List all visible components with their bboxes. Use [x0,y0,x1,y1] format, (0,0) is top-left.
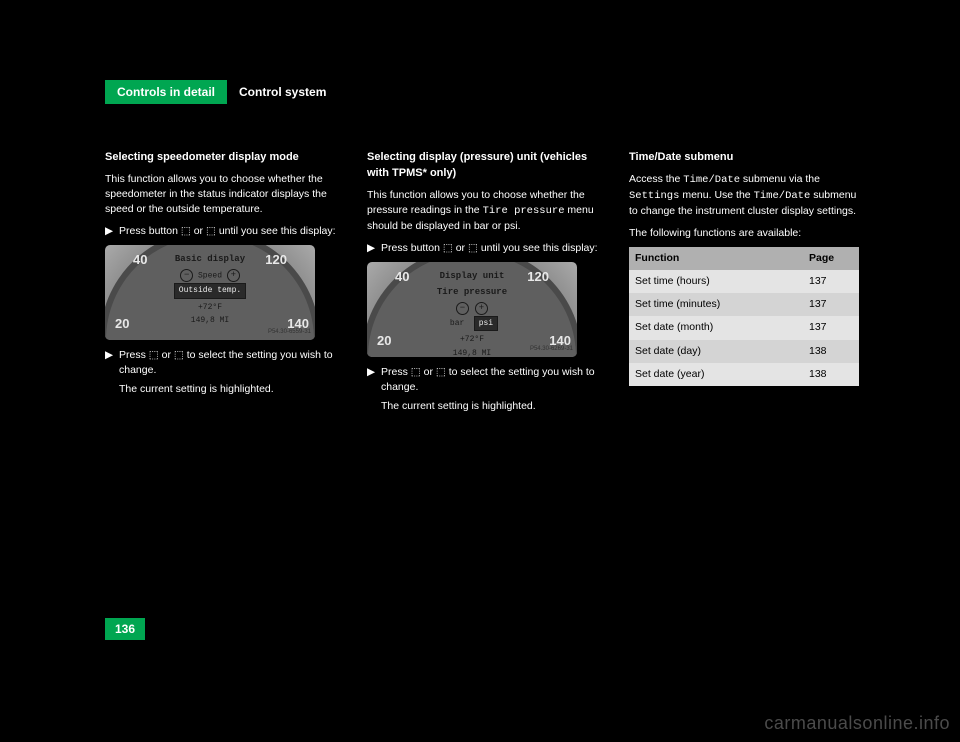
plus-icon: + [475,302,488,315]
col1-bullet-2: ▶ Press ⬚ or ⬚ to select the setting you… [105,348,340,378]
col3-p2: The following functions are available: [629,226,864,241]
page-title: Control system [227,80,338,104]
button-glyph: ⬚ [206,225,216,237]
image-code: P54.30-6269-31 [530,345,573,354]
bullet-text: Press ⬚ or ⬚ to select the setting you w… [119,348,340,378]
button-glyph: ⬚ [443,242,453,254]
gauge-screen: Display unit Tire pressure − + bar psi +… [417,270,527,357]
col2-bullet-2: ▶ Press ⬚ or ⬚ to select the setting you… [367,365,602,395]
tick-120: 120 [527,268,549,287]
unit-bar: bar [446,317,468,331]
screen-title2: Tire pressure [417,286,527,299]
col2-bullet-1: ▶ Press button ⬚ or ⬚ until you see this… [367,241,602,256]
gauge-illustration-1: 20 40 120 140 Basic display − Speed + Ou… [105,245,315,340]
plus-icon: + [227,269,240,282]
button-glyph: ⬚ [411,366,421,378]
functions-table: Function Page Set time (hours)137 Set ti… [629,247,859,386]
unit-labels: bar psi [417,315,527,333]
bullet-text: Press ⬚ or ⬚ to select the setting you w… [381,365,602,395]
gauge-screen: Basic display − Speed + Outside temp. +7… [155,253,265,327]
image-code: P54.30-6559-31 [268,328,311,337]
th-function: Function [629,247,803,270]
gauge-illustration-2: 20 40 120 140 Display unit Tire pressure… [367,262,577,357]
table-row: Set date (year)138 [629,363,859,386]
or-text: or [194,225,203,237]
bullet-icon: ▶ [367,365,381,395]
watermark: carmanualsonline.info [764,713,950,734]
button-glyph: ⬚ [181,225,191,237]
bullet-icon: ▶ [367,241,381,256]
screen-miles: 149,8 MI [417,348,527,357]
bullet-icon: ▶ [105,224,119,239]
table-row: Set time (minutes)137 [629,293,859,316]
col2-subhead: Selecting display (pressure) unit (vehic… [367,150,602,182]
col1-p2: The current setting is highlighted. [119,382,340,397]
screen-highlight: Outside temp. [174,283,246,299]
tick-40: 40 [395,268,409,287]
bullet-icon: ▶ [105,348,119,378]
section-label: Controls in detail [105,80,227,104]
column-2: Selecting display (pressure) unit (vehic… [367,150,602,420]
button-glyph: ⬚ [436,366,446,378]
screen-title1: Display unit [417,270,527,283]
button-glyph: ⬚ [468,242,478,254]
th-page: Page [803,247,859,270]
screen-temp: +72°F [155,302,265,314]
tick-20: 20 [377,332,391,351]
table-header-row: Function Page [629,247,859,270]
column-3: Time/Date submenu Access the Time/Date s… [629,150,864,386]
minus-icon: − [456,302,469,315]
col2-p1: This function allows you to choose wheth… [367,188,602,235]
tick-120: 120 [265,251,287,270]
screen-line1: − Speed + [155,269,265,282]
screen-temp: +72°F [417,334,527,346]
page-number: 136 [105,618,145,640]
bullet-text: Press button ⬚ or ⬚ until you see this d… [119,224,336,239]
unit-row: − + [417,302,527,315]
bullet-text: Press button ⬚ or ⬚ until you see this d… [381,241,598,256]
table-row: Set date (month)137 [629,316,859,339]
button-glyph: ⬚ [149,349,159,361]
col3-subhead: Time/Date submenu [629,150,864,166]
table-row: Set date (day)138 [629,340,859,363]
or-text: or [456,242,465,254]
or-text: or [162,349,171,361]
col3-p1: Access the Time/Date submenu via the Set… [629,172,864,220]
table-row: Set time (hours)137 [629,270,859,293]
screen-miles: 149,8 MI [155,315,265,327]
screen-title: Basic display [155,253,265,266]
col1-subhead: Selecting speedometer display mode [105,150,340,166]
manual-page: Controls in detail Control system Select… [105,80,865,640]
minus-icon: − [180,269,193,282]
page-header: Controls in detail Control system [105,80,338,104]
col2-p2: The current setting is highlighted. [381,399,602,414]
or-text: or [424,366,433,378]
column-1: Selecting speedometer display mode This … [105,150,340,403]
button-glyph: ⬚ [174,349,184,361]
col1-bullet-1: ▶ Press button ⬚ or ⬚ until you see this… [105,224,340,239]
tick-40: 40 [133,251,147,270]
col1-p1: This function allows you to choose wheth… [105,172,340,218]
unit-psi: psi [474,316,498,332]
tick-20: 20 [115,315,129,334]
